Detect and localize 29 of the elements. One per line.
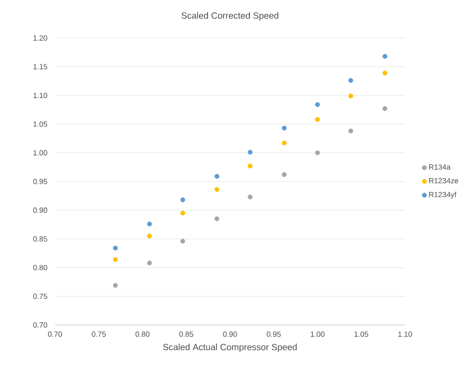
point [248, 150, 253, 155]
point [112, 282, 118, 288]
point [282, 140, 287, 146]
point [147, 260, 152, 266]
x-axis-title: Scaled Actual Compressor Speed [163, 344, 297, 352]
point [315, 150, 320, 156]
point [382, 70, 388, 76]
point [348, 128, 354, 134]
point [382, 54, 388, 59]
point [180, 197, 186, 202]
chart-title: Scaled Corrected Speed [182, 12, 278, 20]
point [112, 257, 118, 262]
point [248, 194, 253, 200]
point [282, 172, 287, 178]
point [180, 210, 186, 216]
point [315, 117, 320, 122]
point [315, 102, 320, 107]
point [348, 78, 354, 83]
point [382, 106, 388, 111]
point [248, 164, 253, 168]
point [282, 126, 287, 131]
point [180, 238, 186, 244]
point [214, 216, 220, 222]
point [147, 222, 152, 226]
point [147, 234, 152, 238]
point [348, 94, 354, 98]
point [112, 246, 118, 250]
point [214, 174, 220, 179]
point [214, 187, 220, 192]
